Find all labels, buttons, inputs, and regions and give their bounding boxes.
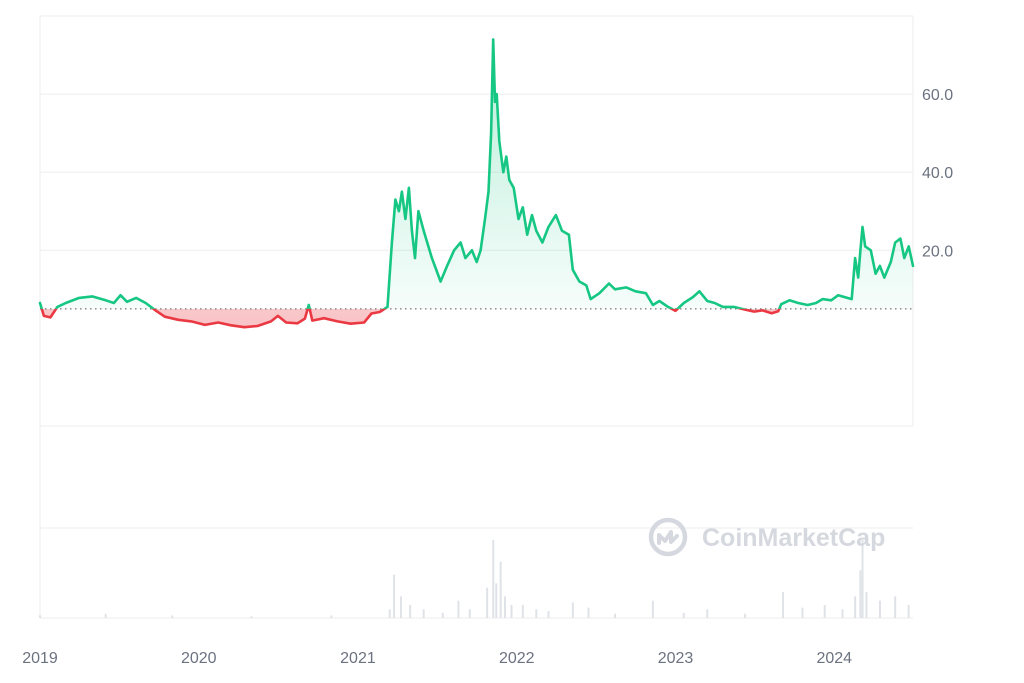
- volume-bar: [510, 605, 513, 618]
- volume-bar: [409, 605, 412, 618]
- volume-bar: [907, 605, 910, 618]
- x-tick-label: 2022: [499, 650, 535, 667]
- volume-bar: [706, 609, 709, 618]
- volume-bar: [400, 596, 403, 618]
- volume-bar: [651, 600, 654, 618]
- volume-bar: [823, 605, 826, 618]
- volume-bar: [614, 613, 617, 618]
- x-axis-ticks: 2019 2020 2021 2022 2023 2024: [22, 650, 852, 667]
- volume-bar: [393, 574, 396, 618]
- x-tick-label: 2019: [22, 650, 58, 667]
- watermark-text: CoinMarketCap: [702, 524, 885, 552]
- volume-bar: [457, 600, 460, 618]
- volume-bar: [503, 596, 506, 618]
- watermark: CoinMarketCap: [648, 517, 885, 557]
- coinmarketcap-logo-icon: [648, 517, 688, 557]
- volume-bar: [744, 613, 747, 618]
- volume-bar: [859, 570, 862, 618]
- y-tick-label: 60.0: [922, 87, 953, 104]
- volume-bar: [571, 602, 574, 618]
- plot-frame: [39, 15, 914, 619]
- volume-bar: [521, 605, 524, 618]
- x-tick-label: 2024: [816, 650, 852, 667]
- volume-bar: [492, 540, 495, 618]
- line-above-baseline: [38, 38, 915, 309]
- volume-bar: [865, 592, 868, 618]
- y-tick-label: 20.0: [922, 243, 953, 260]
- series-area: [40, 39, 913, 328]
- volume-bar: [535, 609, 538, 618]
- volume-bar: [894, 596, 897, 618]
- volume-bar: [854, 596, 857, 618]
- volume-bar: [587, 607, 590, 618]
- area-above-baseline: [40, 39, 913, 309]
- x-tick-label: 2023: [658, 650, 694, 667]
- volume-bar: [781, 592, 784, 618]
- volume-bar: [547, 611, 550, 618]
- volume-bars: [39, 540, 910, 618]
- volume-bar: [422, 609, 425, 618]
- y-axis-ticks: 20.0 40.0 60.0: [922, 87, 953, 260]
- series-line: [38, 38, 915, 329]
- y-tick-label: 40.0: [922, 165, 953, 182]
- volume-bar: [104, 613, 107, 618]
- volume-bar: [878, 600, 881, 618]
- area-below-baseline: [40, 308, 913, 328]
- x-tick-label: 2021: [340, 650, 376, 667]
- volume-bar: [468, 609, 471, 618]
- volume-bar: [330, 615, 333, 618]
- volume-bar: [250, 616, 253, 618]
- volume-bar: [388, 609, 391, 618]
- volume-bar: [39, 615, 41, 618]
- volume-bar: [861, 540, 864, 618]
- volume-bar: [486, 587, 489, 618]
- line-below-baseline: [40, 308, 781, 329]
- volume-bar: [441, 612, 444, 618]
- volume-bar: [801, 607, 804, 618]
- volume-bar: [171, 615, 174, 618]
- volume-bar: [499, 561, 502, 618]
- volume-bar: [841, 609, 844, 618]
- x-tick-label: 2020: [181, 650, 217, 667]
- volume-bar: [682, 612, 685, 618]
- grid-lines: [40, 93, 913, 251]
- volume-bar: [495, 583, 498, 618]
